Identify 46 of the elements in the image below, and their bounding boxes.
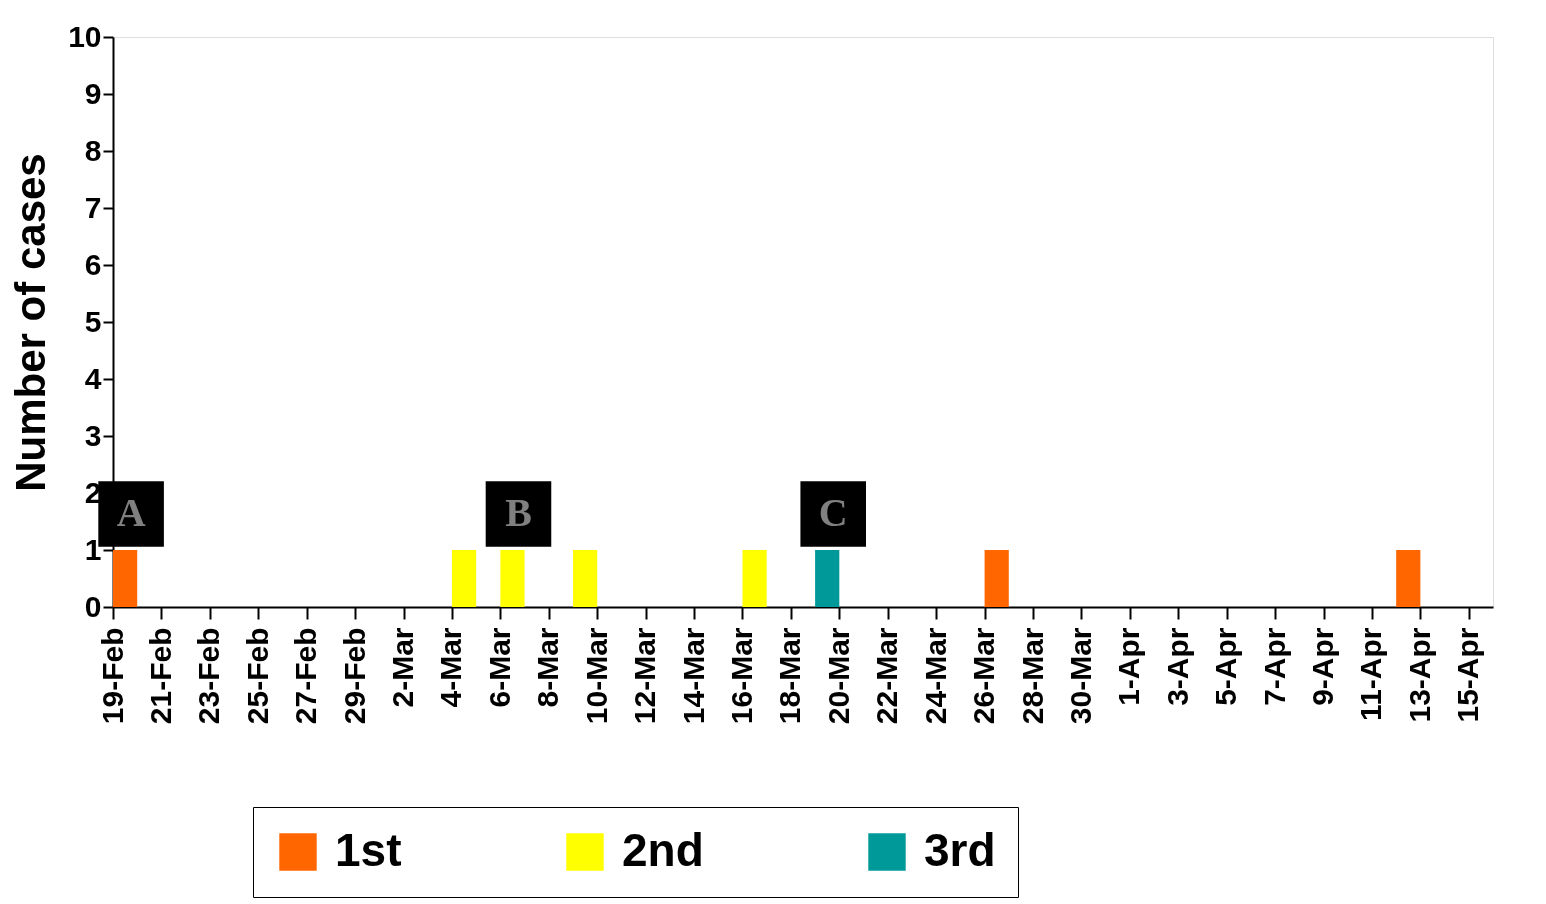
x-tick-label: 15-Apr: [1451, 627, 1485, 723]
x-tick-label: 21-Feb: [143, 627, 177, 725]
x-tick-label: 27-Feb: [289, 627, 323, 725]
x-tick-label: 13-Apr: [1402, 627, 1436, 723]
legend-label: 1st: [335, 824, 402, 876]
y-tick-label: 9: [84, 76, 102, 110]
x-tick-label: 2-Mar: [386, 627, 420, 708]
x-tick-label: 9-Apr: [1306, 627, 1340, 706]
x-tick-label: 24-Mar: [918, 627, 952, 725]
x-tick-label: 12-Mar: [628, 627, 662, 725]
x-tick-label: 3-Apr: [1160, 627, 1194, 706]
x-tick-label: 22-Mar: [870, 627, 904, 725]
y-tick-label: 3: [84, 418, 102, 452]
x-tick-label: 18-Mar: [773, 627, 807, 725]
annotation: A: [116, 490, 146, 535]
y-axis-title: Number of cases: [7, 153, 55, 492]
x-tick-label: 11-Apr: [1354, 627, 1388, 721]
x-tick-label: 14-Mar: [676, 627, 710, 725]
legend-label: 3rd: [924, 824, 996, 876]
x-tick-label: 7-Apr: [1257, 627, 1291, 706]
x-tick-label: 6-Mar: [482, 627, 516, 708]
x-tick-label: 1-Apr: [1112, 627, 1146, 706]
x-tick-label: 20-Mar: [821, 627, 855, 725]
y-tick-label: 10: [68, 19, 102, 53]
annotation: B: [505, 490, 532, 535]
x-tick-label: 19-Feb: [95, 627, 129, 725]
y-tick-label: 0: [84, 589, 102, 623]
x-tick-label: 16-Mar: [724, 627, 758, 725]
y-tick-label: 8: [84, 133, 102, 167]
x-tick-label: 28-Mar: [1015, 627, 1049, 725]
x-tick-label: 25-Feb: [240, 627, 274, 725]
x-tick-label: 10-Mar: [579, 627, 613, 725]
x-tick-label: 26-Mar: [967, 627, 1001, 725]
x-tick-label: 30-Mar: [1063, 627, 1097, 725]
x-tick-label: 4-Mar: [434, 627, 468, 708]
legend-label: 2nd: [622, 824, 704, 876]
x-tick-label: 8-Mar: [531, 627, 565, 708]
y-tick-label: 5: [84, 304, 102, 338]
x-tick-label: 23-Feb: [192, 627, 226, 725]
x-tick-label: 29-Feb: [337, 627, 371, 725]
y-tick-label: 1: [84, 532, 102, 566]
y-tick-label: 6: [84, 247, 102, 281]
x-tick-label: 5-Apr: [1209, 627, 1243, 706]
annotation: C: [818, 490, 848, 535]
y-tick-label: 4: [84, 361, 102, 395]
y-tick-label: 7: [84, 190, 102, 224]
